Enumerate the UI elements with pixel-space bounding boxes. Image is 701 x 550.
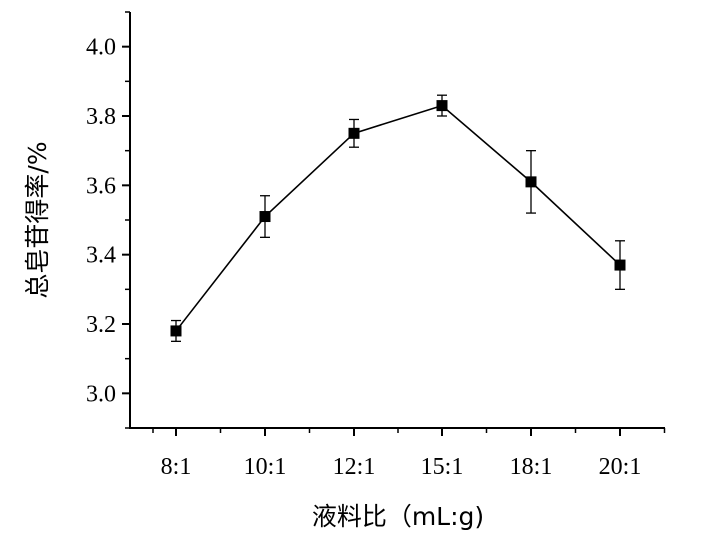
series-line: [175, 104, 621, 332]
x-tick-label: 20:1: [599, 454, 642, 480]
axes: [129, 12, 665, 429]
y-tick-label: 3.6: [86, 173, 116, 199]
data-point: [170, 325, 182, 337]
y-ticks: 3.0 3.2 3.4 3.6 3.8 4.0: [86, 11, 130, 429]
y-tick-label: 3.8: [86, 104, 116, 130]
x-tick-label: 18:1: [510, 454, 553, 480]
x-axis-label: 液料比（mL:g): [312, 502, 484, 531]
y-tick-label: 4.0: [86, 35, 116, 61]
y-tick-label: 3.4: [86, 243, 116, 269]
data-point: [348, 127, 360, 139]
data-point: [614, 259, 626, 271]
x-ticks: 8:1 10:1 12:1 15:1 18:1 20:1: [152, 428, 666, 480]
x-tick-label: 8:1: [161, 454, 192, 480]
data-point: [436, 100, 448, 112]
x-tick-label: 12:1: [333, 454, 376, 480]
y-tick-label: 3.2: [86, 312, 116, 338]
y-tick-label: 3.0: [86, 381, 116, 407]
data-point: [525, 176, 537, 188]
plot-area: [170, 94, 626, 342]
x-tick-label: 15:1: [421, 454, 464, 480]
x-tick-label: 10:1: [244, 454, 287, 480]
data-point: [259, 211, 271, 223]
y-axis-label: 总皂苷得率/%: [23, 141, 52, 298]
